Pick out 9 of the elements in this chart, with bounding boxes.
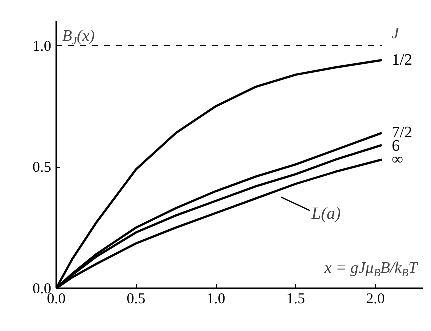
- y-tick-label: 0.5: [32, 160, 52, 176]
- x-tick-label: 1.0: [206, 292, 226, 308]
- legend-title: J: [392, 26, 400, 42]
- y-tick-label: 1.0: [32, 38, 52, 55]
- annotation: L(a): [310, 204, 342, 223]
- series-label: 1/2: [392, 52, 412, 69]
- x-tick-label: 1.5: [286, 292, 306, 308]
- x-tick-label: 2.0: [366, 292, 386, 308]
- x-tick-label: 0.5: [126, 292, 146, 308]
